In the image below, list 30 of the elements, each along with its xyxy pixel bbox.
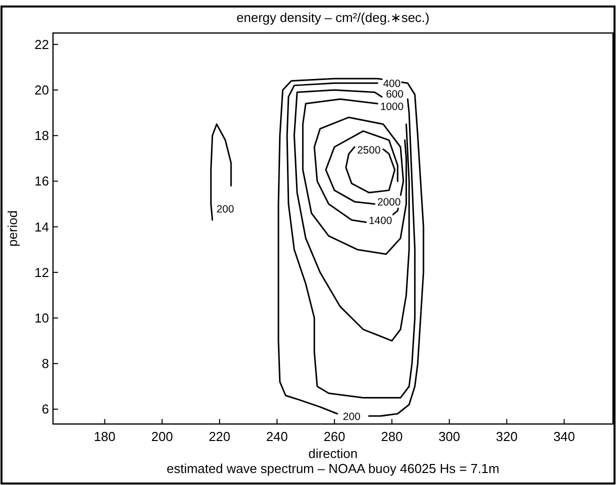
annotation: 600 <box>386 88 404 100</box>
y-tick-label: 8 <box>42 356 49 372</box>
y-tick-label: 12 <box>34 264 49 280</box>
annotation: 400 <box>383 78 401 90</box>
y-axis-title: period <box>5 210 20 247</box>
x-tick-label: 260 <box>324 429 346 444</box>
x-tick-label: 300 <box>438 429 460 444</box>
y-tick-label: 6 <box>42 402 49 417</box>
x-tick-label: 180 <box>94 429 116 444</box>
x-tick-label: 320 <box>496 429 518 444</box>
annotation: 200 <box>216 204 234 216</box>
annotation: 200 <box>342 411 361 424</box>
x-tick-label: 340 <box>553 429 576 444</box>
annotation: 2500 <box>357 144 381 156</box>
y-tick-label: 18 <box>34 128 49 144</box>
y-tick-label: 22 <box>34 36 49 52</box>
y-tick-label: 14 <box>34 219 49 234</box>
x-axis-title: direction <box>308 446 358 461</box>
annotation: 1000 <box>380 100 404 113</box>
x-tick-label: 200 <box>151 429 173 444</box>
y-tick-label: 10 <box>34 310 49 326</box>
text: estimated wave spectrum – NOAA buoy 46025 Hs = 7.1m <box>166 461 500 476</box>
y-tick-label: 20 <box>34 82 49 98</box>
x-tick-label: 240 <box>266 429 288 444</box>
annotation: 2000 <box>377 196 401 209</box>
y-tick-label: 16 <box>34 174 49 189</box>
annotation: 1400 <box>368 214 392 227</box>
chart-title: energy density – cm²/(deg.∗sec.) <box>236 10 430 25</box>
x-tick-label: 220 <box>208 429 230 444</box>
x-tick-label: 280 <box>381 429 403 444</box>
